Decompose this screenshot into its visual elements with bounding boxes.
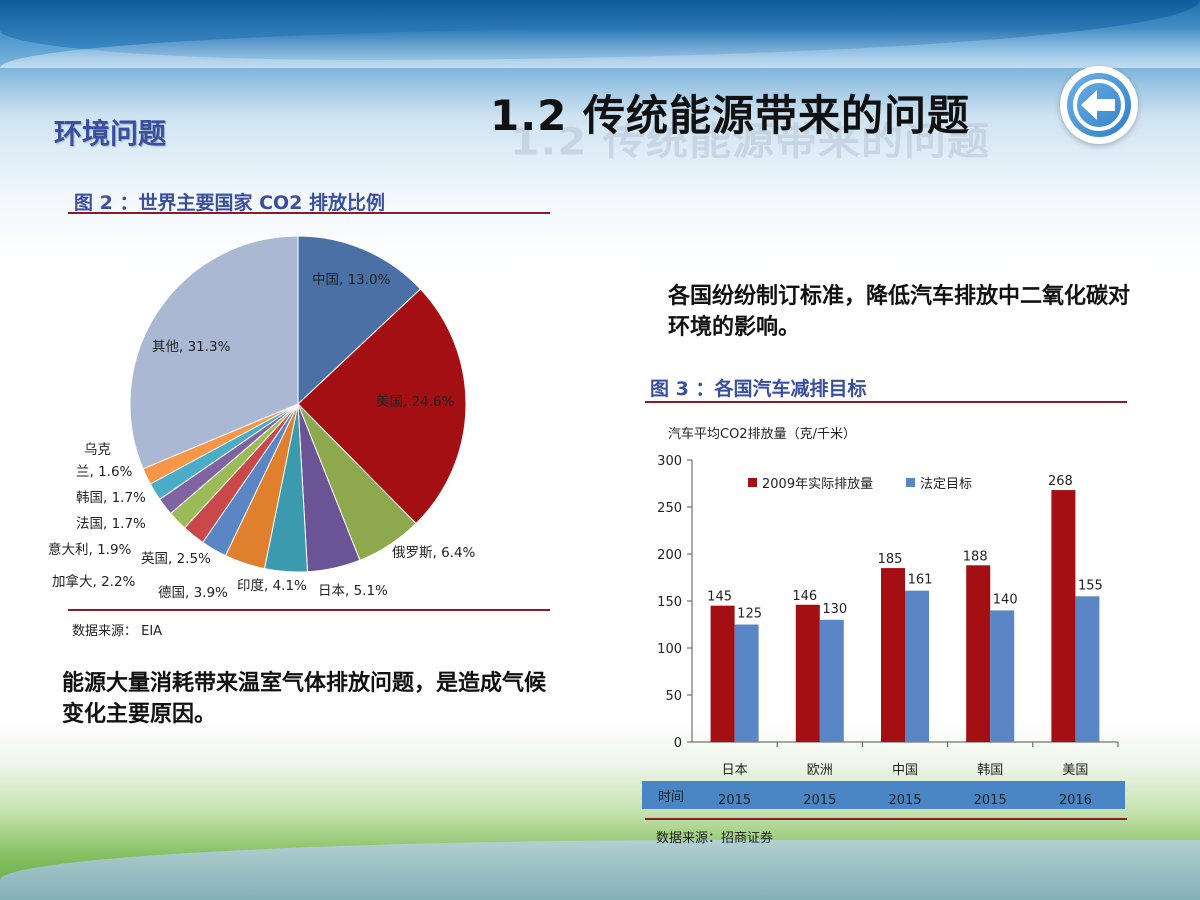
pie-source: 数据来源： EIA <box>72 624 163 639</box>
bar-source: 数据来源：招商证券 <box>656 831 774 846</box>
pie-slice-0 <box>297 235 422 406</box>
bar-source-rule <box>645 818 1127 820</box>
bar-label-3-1: 140 <box>993 592 1018 607</box>
pie-label-4: 印度, 4.1% <box>237 578 307 594</box>
bar-y-axis-label: 汽车平均CO2排放量（克/千米） <box>668 426 856 442</box>
bar-legend-label-0: 2009年实际排放量 <box>762 477 873 492</box>
bar-y-tick-label-5: 250 <box>657 501 682 516</box>
pie-slice-12 <box>129 235 299 470</box>
bar-figure-title: 图 3 ：各国汽车减排目标 <box>650 378 867 400</box>
bar-0-0 <box>710 605 735 742</box>
bar-label-0-0: 145 <box>707 590 732 605</box>
pie-slice-1 <box>297 288 467 525</box>
pie-label-9: 法国, 1.7% <box>76 516 146 532</box>
bar-label-1-0: 146 <box>792 589 817 604</box>
pie-label-6: 英国, 2.5% <box>141 550 211 567</box>
bar-year-label-0: 2015 <box>718 793 751 808</box>
bar-3-1 <box>990 610 1015 742</box>
bar-2-1 <box>905 590 929 742</box>
left-body-text: 能源大量消耗带来温室气体排放问题，是造成气候变化主要原因。 <box>62 671 547 727</box>
bar-y-tick-label-1: 50 <box>665 689 682 704</box>
bar-label-2-0: 185 <box>878 552 903 567</box>
bar-category-label-3: 韩国 <box>977 763 1003 778</box>
time-row-band <box>642 781 1125 809</box>
bar-category-label-2: 中国 <box>892 763 918 778</box>
bar-year-label-3: 2015 <box>974 793 1007 808</box>
page-title: 1.2 传统能源带来的问题 <box>490 91 971 140</box>
footer-band <box>0 840 1200 900</box>
bar-legend-label-1: 法定目标 <box>920 477 972 492</box>
pie-label-1: 美国, 24.6% <box>376 394 455 410</box>
right-body-text: 各国纷纷制订标准，降低汽车排放中二氧化碳对环境的影响。 <box>668 284 1131 340</box>
bar-y-tick-label-6: 300 <box>657 454 682 469</box>
title-reflection: 1.2 传统能源带来的问题 <box>510 119 991 164</box>
bar-label-0-1: 125 <box>737 607 762 622</box>
bar-1-1 <box>819 619 844 742</box>
time-row-label: 时间 <box>658 790 684 805</box>
bar-y-tick-label-4: 200 <box>657 548 682 563</box>
bar-legend-swatch-0 <box>748 478 757 487</box>
bar-4-0 <box>1051 490 1076 742</box>
pie-label-2: 俄罗斯, 6.4% <box>392 545 476 561</box>
bar-4-1 <box>1075 596 1100 742</box>
bar-label-2-1: 161 <box>908 573 933 588</box>
back-arrow-icon <box>1067 73 1131 137</box>
bar-label-3-0: 188 <box>963 549 988 564</box>
bar-label-4-1: 155 <box>1078 578 1103 593</box>
pie-chart: 中国, 13.0% 美国, 24.6% 俄罗斯, 6.4% 日本, 5.1% 印度, 4… <box>48 235 476 601</box>
pie-label-8: 意大利, 1.9% <box>48 541 132 558</box>
bar-y-tick-label-2: 100 <box>657 642 682 657</box>
section-title: 环境问题 <box>54 117 167 150</box>
bar-title-rule <box>645 401 1127 403</box>
pie-label-7: 加拿大, 2.2% <box>52 573 136 590</box>
bar-y-tick-label-0: 0 <box>674 736 682 751</box>
bar-category-label-4: 美国 <box>1062 763 1088 778</box>
bar-category-label-1: 欧洲 <box>807 763 833 778</box>
bar-2-0 <box>881 568 905 742</box>
pie-figure-title: 图 2 ：世界主要国家 CO2 排放比例 <box>74 192 385 214</box>
pie-label-11: 乌克兰, 1.6% <box>76 442 133 480</box>
pie-label-10: 韩国, 1.7% <box>76 490 146 506</box>
bar-year-label-1: 2015 <box>803 793 836 808</box>
pie-source-rule <box>68 609 550 611</box>
bar-category-label-0: 日本 <box>722 763 748 778</box>
bar-label-1-1: 130 <box>822 602 847 617</box>
bar-label-4-0: 268 <box>1048 474 1073 489</box>
bar-y-tick-label-3: 150 <box>657 595 682 610</box>
bar-year-label-4: 2016 <box>1059 793 1092 808</box>
bar-3-0 <box>966 565 991 742</box>
bar-chart: 汽车平均CO2排放量（克/千米） 0 50 100 150 200 250 300 日本 欧洲 中… <box>642 426 1125 809</box>
bar-1-0 <box>795 604 820 742</box>
pie-title-rule <box>68 212 550 214</box>
bar-year-label-2: 2015 <box>888 793 921 808</box>
pie-label-0: 中国, 13.0% <box>312 272 391 288</box>
bar-0-1 <box>734 624 759 742</box>
pie-label-3: 日本, 5.1% <box>318 583 388 599</box>
bar-legend-swatch-1 <box>906 478 915 487</box>
pie-label-5: 德国, 3.9% <box>158 585 228 601</box>
pie-label-12: 其他, 31.3% <box>152 339 231 355</box>
back-button[interactable] <box>1060 66 1138 144</box>
